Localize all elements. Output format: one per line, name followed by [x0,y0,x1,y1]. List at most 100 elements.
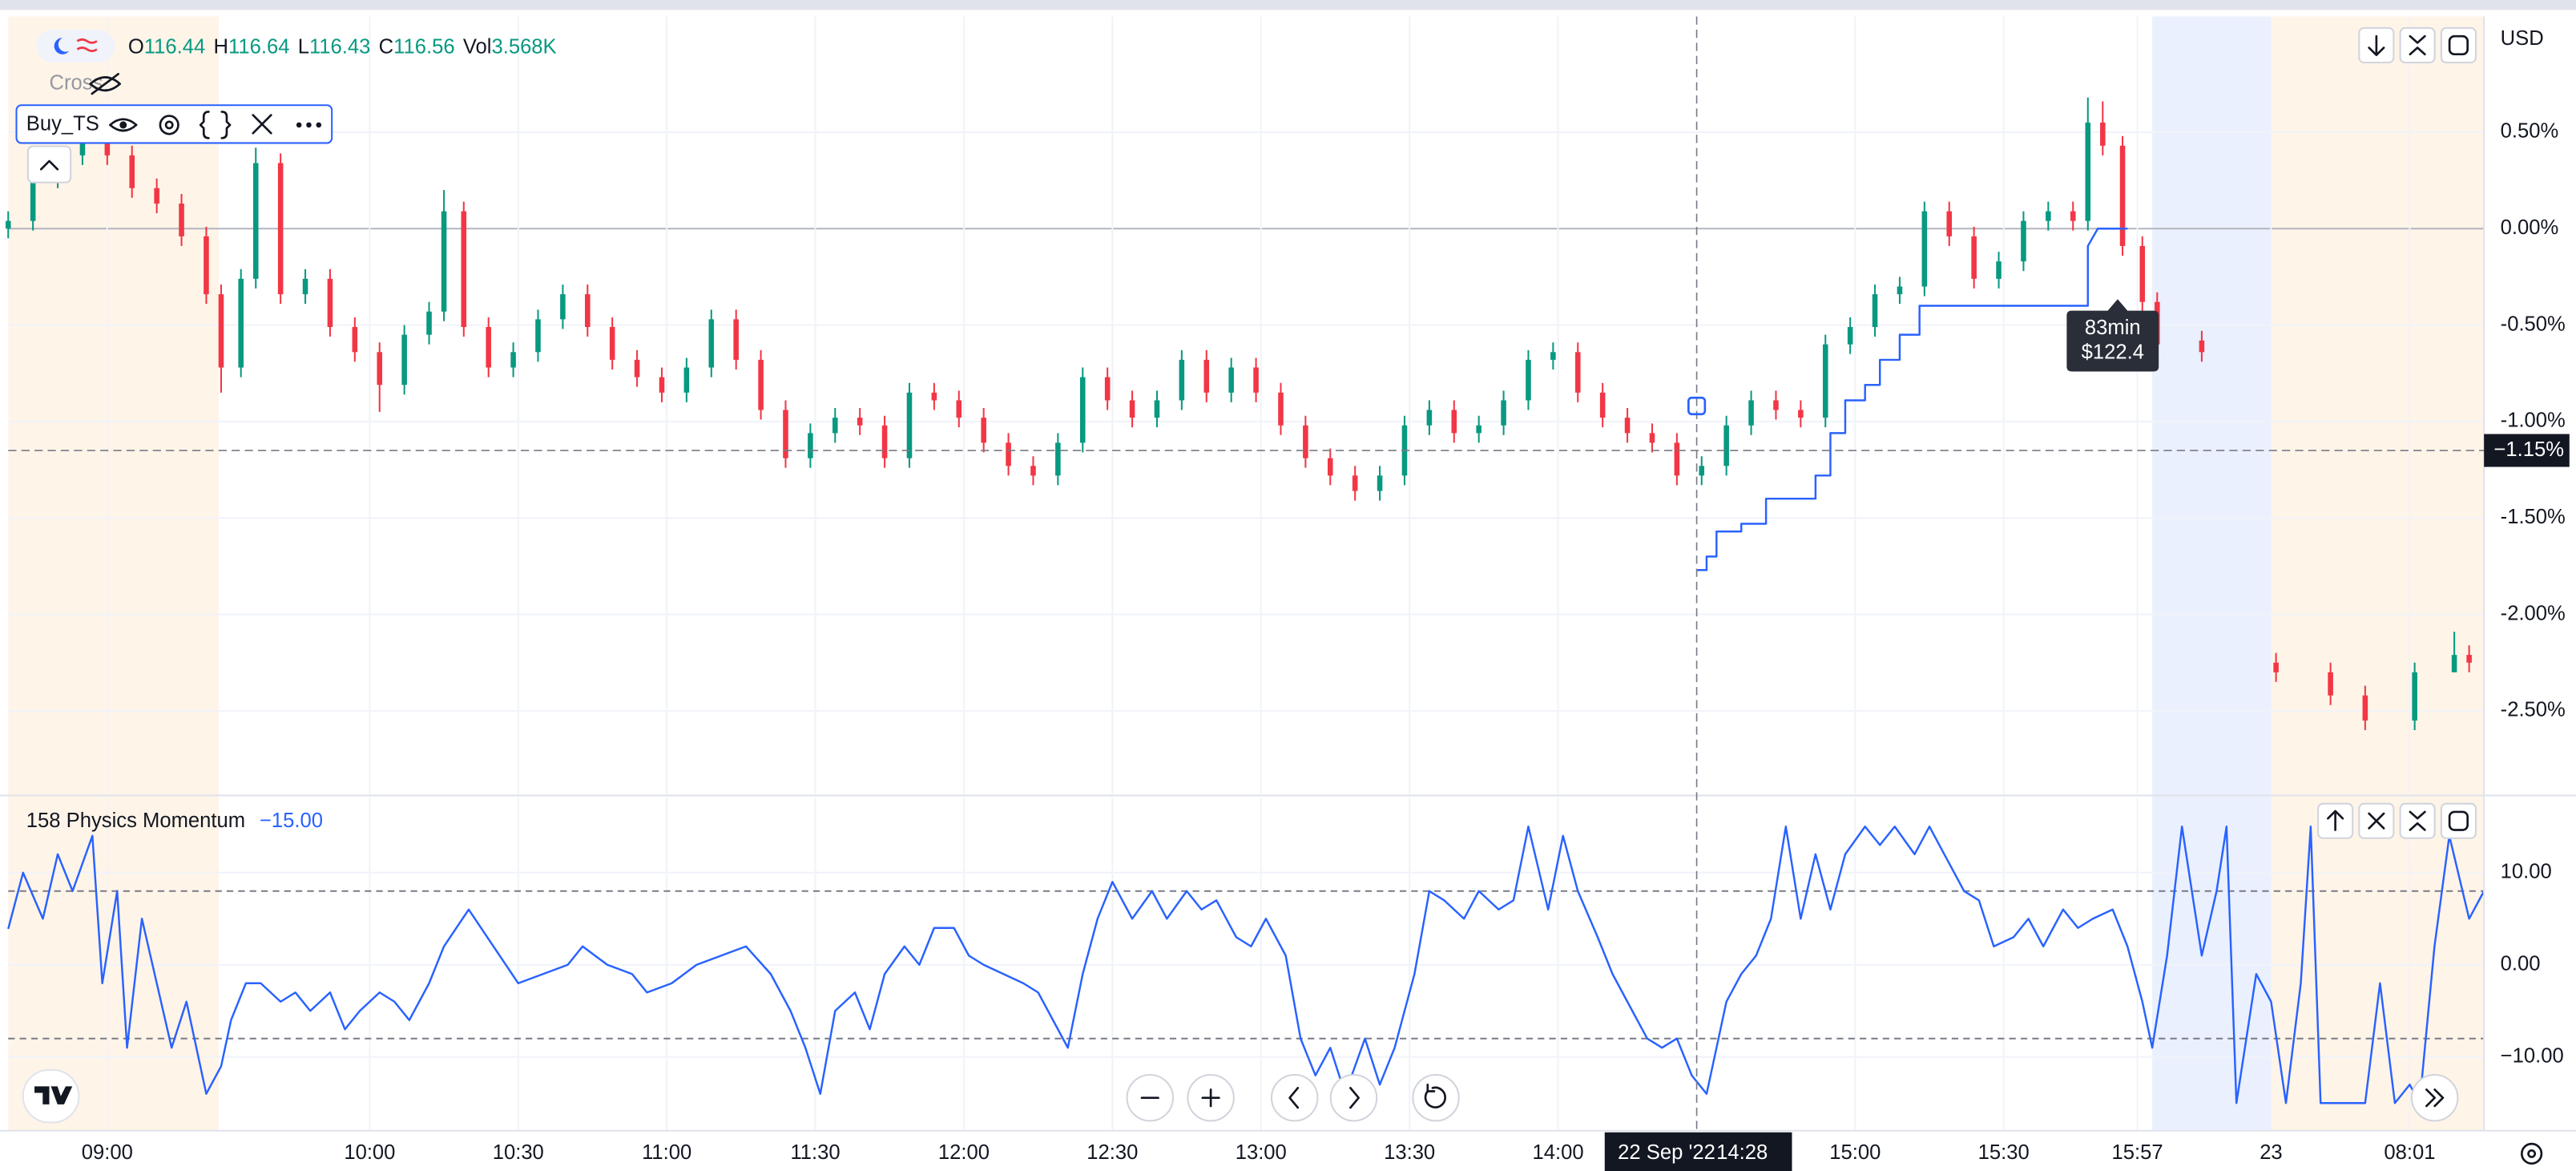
remove-icon[interactable] [252,114,272,135]
maximize-button[interactable] [2440,802,2477,839]
candle-body [609,327,615,360]
x-tick-label: 12:00 [938,1141,990,1164]
candle-body [218,294,224,368]
candle-body [1055,442,1061,476]
y-tick-label: -1.00% [2501,410,2566,432]
legend-key: L [298,35,309,58]
eye-icon[interactable] [109,118,138,132]
candle-body [2199,340,2205,353]
currency-label[interactable]: USD [2501,27,2544,50]
source-icon[interactable] [199,111,232,139]
candle-body [2021,220,2026,262]
tooltip-profit: $122.4 [2082,341,2144,364]
candle-body [204,236,209,295]
candle-body [560,294,566,320]
data-layer [5,97,2485,1104]
y-tick-label: −10.00 [2501,1044,2564,1067]
candle-body [2273,662,2279,672]
more-icon[interactable] [296,122,322,128]
session-band [2271,16,2485,1131]
x-tick-label: 11:00 [642,1141,691,1164]
candle-body [981,418,986,443]
candle-body [956,400,962,418]
ui-layer: Cross Buy_TS USD 83min $122.4 [0,16,2576,1171]
y-tick-label: 10.00 [2501,861,2552,883]
candle-body [1798,410,1804,418]
collapse-icon [39,159,59,171]
collapse-button[interactable] [26,145,72,184]
legend-key: C [379,35,394,58]
x-tick-label: 09:00 [82,1141,133,1164]
candle-body [1426,410,1433,426]
candle-body [441,211,447,312]
candle-body [1921,211,1928,287]
candle-body [1773,400,1779,410]
scroll-right-button[interactable] [1329,1073,1378,1122]
candle-body [783,410,788,458]
candle-body [758,359,764,410]
candle-body [2085,122,2091,221]
candle-body [1872,294,1878,328]
candle-body [2139,245,2146,302]
x-tick-label: 13:00 [1236,1141,1287,1164]
navigation-controls [22,1068,2543,1165]
collapse-pane-button[interactable] [2399,802,2436,839]
candle-body [352,327,358,353]
candle-body [252,163,259,279]
candle-body [708,319,715,368]
legend-value: 116.64 [228,35,289,58]
candle-body [1451,410,1457,434]
candle-body [1278,392,1284,426]
candle-body [1476,425,1482,434]
y-tick-label: 0.00 [2501,953,2541,975]
candle-body [2451,655,2457,672]
crosshair-price-label: −1.15% [2493,438,2564,461]
candle-body [2362,695,2368,721]
candle-body [2100,122,2106,146]
candle-body [634,359,640,378]
legend-value: 116.56 [393,35,454,58]
candle-body [2466,655,2472,663]
legend-value: 3.568K [491,35,556,58]
candle-body [1377,475,1383,491]
candle-body [1129,400,1135,418]
x-tick-label: 23 [2260,1141,2283,1164]
candle-body [585,294,591,328]
candle-body [1574,352,1581,393]
scroll-left-button[interactable] [1270,1073,1319,1122]
x-tick-label: 13:30 [1384,1141,1435,1164]
legend-key: O [128,35,144,58]
candle-body [857,418,863,426]
strategy-name: Buy_TS [26,113,99,135]
reset-button[interactable] [1412,1073,1460,1122]
ohlc-legend: O116.44 H116.64 L116.43 C116.56 Vol3.568K [128,35,557,58]
hide-icon[interactable] [89,72,122,95]
legend-value: 116.44 [144,35,205,58]
candle-body [2412,672,2417,721]
indicator-title: 158 Physics Momentum [26,810,245,832]
candle-body [510,352,516,368]
logo-button[interactable] [22,1068,80,1124]
candle-body [808,433,813,458]
settings-icon[interactable] [159,115,179,135]
collapse-pane-button[interactable] [2399,26,2436,63]
x-tick-label: 15:00 [1829,1141,1881,1164]
theme-chip[interactable] [36,29,115,63]
candle-body [1006,442,1011,466]
maximize-button[interactable] [2440,26,2477,63]
candle-body [2070,211,2076,221]
crosshair-time-box [1604,1132,1792,1171]
candle-body [1971,236,1977,279]
x-tick-label: 15:30 [1978,1141,2030,1164]
tooltip-box [2066,299,2159,372]
candle-body [1154,400,1160,418]
settings-icon[interactable] [2521,1142,2543,1165]
candle-body [5,220,11,229]
grid-layer [8,16,2485,1131]
candle-body [683,367,690,393]
candle-body [1674,442,1680,476]
candle-body [1526,359,1531,401]
x-tick-label: 14:00 [1532,1141,1583,1164]
candle-body [2046,211,2051,221]
